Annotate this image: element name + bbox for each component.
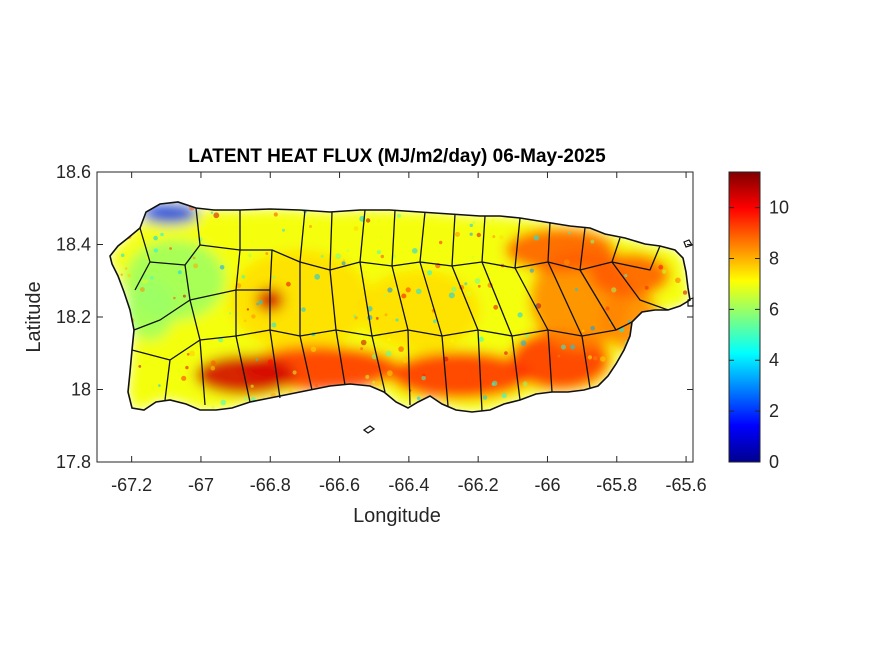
- chart-title: LATENT HEAT FLUX (MJ/m2/day) 06-May-2025: [188, 146, 606, 167]
- x-axis-ticks: -67.2 -67 -66.8 -66.6 -66.4 -66.2 -66 -65.8 -65.…: [111, 172, 707, 495]
- x-tick-label: -66.8: [250, 475, 291, 495]
- heat-blob-northwest-tip: [142, 204, 198, 224]
- y-axis-ticks: 17.8 18 18.2 18.4 18.6: [56, 162, 693, 472]
- colorbar-tick-label: 6: [769, 299, 779, 319]
- colorbar: [728, 171, 761, 463]
- x-axis-label: Longitude: [353, 505, 441, 527]
- x-tick-label: -66.4: [388, 475, 429, 495]
- heat-blob-south-coast: [390, 351, 530, 399]
- x-tick-label: -65.8: [596, 475, 637, 495]
- colorbar-ticks: 0 2 4 6 8 10: [729, 198, 789, 472]
- x-tick-label: -66.6: [319, 475, 360, 495]
- small-island-east-2: [687, 297, 694, 307]
- heat-blob-north-coast: [230, 218, 370, 262]
- island-outline: [109, 201, 691, 413]
- x-tick-label: -66: [534, 475, 560, 495]
- y-tick-label: 18.6: [56, 162, 91, 182]
- y-tick-label: 17.8: [56, 452, 91, 472]
- y-axis-label: Latitude: [23, 281, 45, 352]
- heat-blob-northeast: [590, 253, 670, 297]
- heat-blob-north-coast: [350, 211, 490, 259]
- x-tick-label: -67.2: [111, 475, 152, 495]
- y-tick-label: 18.4: [56, 235, 91, 255]
- x-tick-label: -66.2: [458, 475, 499, 495]
- heat-blob-west-interior: [126, 280, 174, 340]
- colorbar-tick-label: 0: [769, 452, 779, 472]
- x-tick-label: -67: [188, 475, 214, 495]
- colorbar-tick-label: 10: [769, 198, 789, 218]
- colorbar-tick-label: 2: [769, 401, 779, 421]
- small-island-caja-de-muertos: [362, 425, 376, 434]
- heat-blob-northeast: [505, 228, 615, 272]
- municipality-borders: [131, 207, 669, 412]
- y-tick-label: 18.2: [56, 307, 91, 327]
- x-tick-label: -65.6: [666, 475, 707, 495]
- heat-blob-central-interior: [360, 270, 480, 350]
- y-tick-label: 18: [71, 380, 91, 400]
- colorbar-tick-label: 8: [769, 248, 779, 268]
- colorbar-tick-label: 4: [769, 350, 779, 370]
- heat-blob-southwest-hotspot: [195, 355, 295, 395]
